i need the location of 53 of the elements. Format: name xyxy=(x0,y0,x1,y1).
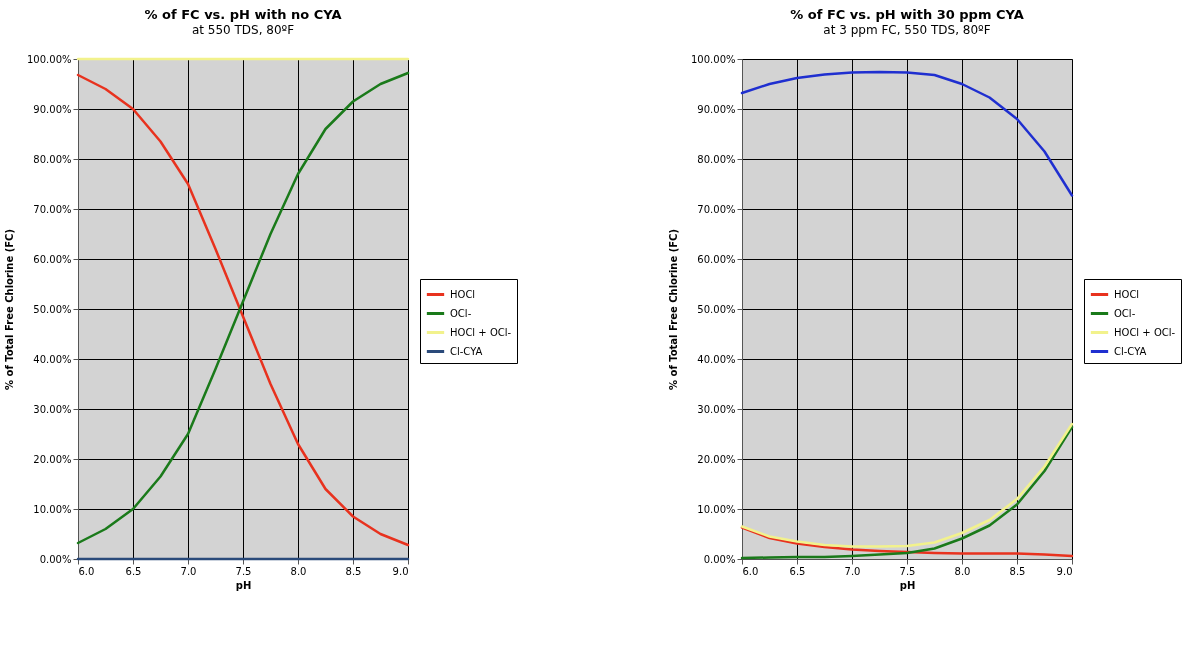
legend-label: HOCl xyxy=(1114,288,1140,300)
legend-label: HOCl + OCl- xyxy=(450,326,512,338)
y-tick-label: 70.00% xyxy=(697,203,736,215)
x-tick-label: 6.0 xyxy=(742,565,759,577)
x-tick-label: 8.0 xyxy=(954,565,971,577)
legend-label: Cl-CYA xyxy=(450,345,483,357)
x-axis-title: pH xyxy=(899,579,916,591)
chart-subtitle: at 3 ppm FC, 550 TDS, 80ºF xyxy=(823,23,991,37)
legend-label: Cl-CYA xyxy=(1114,345,1147,357)
y-tick-label: 100.00% xyxy=(691,53,736,65)
y-tick-label: 0.00% xyxy=(703,553,736,565)
y-tick-label: 10.00% xyxy=(33,503,72,515)
line-series xyxy=(740,70,1074,197)
x-tick-label: 6.5 xyxy=(125,565,142,577)
y-tick-label: 70.00% xyxy=(33,203,72,215)
y-axis-title: % of Total Free Chlorine (FC) xyxy=(4,229,16,390)
x-tick-label: 6.0 xyxy=(78,565,95,577)
y-tick-label: 60.00% xyxy=(697,253,736,265)
legend-label: HOCl + OCl- xyxy=(1114,326,1176,338)
chart-title: % of FC vs. pH with no CYA xyxy=(144,7,342,22)
chart-title: % of FC vs. pH with 30 ppm CYA xyxy=(790,7,1024,22)
y-tick-label: 80.00% xyxy=(697,153,736,165)
chart-subtitle: at 550 TDS, 80ºF xyxy=(191,23,295,37)
legend-label: OCl- xyxy=(450,307,472,319)
x-tick-label: 8.5 xyxy=(1009,565,1026,577)
legend-label: OCl- xyxy=(1114,307,1136,319)
x-tick-label: 8.0 xyxy=(290,565,307,577)
y-tick-label: 40.00% xyxy=(33,353,72,365)
x-tick-label: 7.0 xyxy=(844,565,861,577)
y-tick-label: 20.00% xyxy=(697,453,736,465)
y-tick-label: 40.00% xyxy=(697,353,736,365)
x-tick-label: 8.5 xyxy=(345,565,362,577)
y-tick-label: 90.00% xyxy=(33,103,72,115)
y-tick-label: 60.00% xyxy=(33,253,72,265)
y-tick-label: 30.00% xyxy=(33,403,72,415)
x-tick-label: 7.5 xyxy=(235,565,252,577)
y-tick-label: 50.00% xyxy=(33,303,72,315)
y-tick-label: 20.00% xyxy=(33,453,72,465)
y-tick-label: 30.00% xyxy=(697,403,736,415)
x-tick-label: 7.0 xyxy=(180,565,197,577)
y-axis-title: % of Total Free Chlorine (FC) xyxy=(668,229,680,390)
x-tick-label: 9.0 xyxy=(392,565,409,577)
y-tick-label: 80.00% xyxy=(33,153,72,165)
y-tick-label: 0.00% xyxy=(39,553,72,565)
y-tick-label: 100.00% xyxy=(27,53,72,65)
x-tick-label: 7.5 xyxy=(899,565,916,577)
x-tick-label: 9.0 xyxy=(1056,565,1073,577)
y-tick-label: 90.00% xyxy=(697,103,736,115)
legend-label: HOCl xyxy=(450,288,476,300)
x-tick-label: 6.5 xyxy=(789,565,806,577)
x-axis-title: pH xyxy=(235,579,252,591)
y-tick-label: 50.00% xyxy=(697,303,736,315)
y-tick-label: 10.00% xyxy=(697,503,736,515)
